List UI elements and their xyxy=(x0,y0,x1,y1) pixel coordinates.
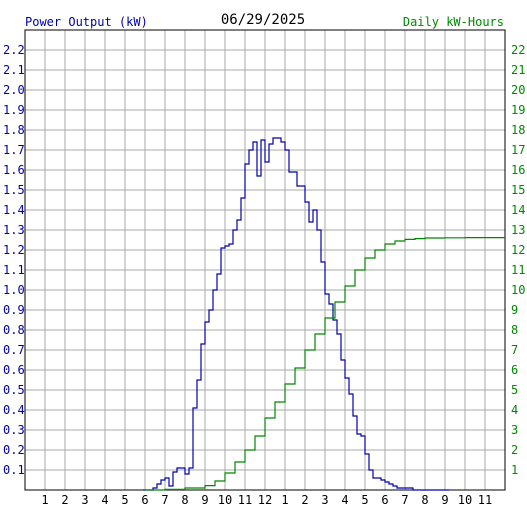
x-tick-label: 8 xyxy=(421,493,428,507)
x-tick-label: 7 xyxy=(161,493,168,507)
x-tick-label: 2 xyxy=(301,493,308,507)
left-tick-label: 0.3 xyxy=(3,423,25,437)
x-tick-label: 11 xyxy=(478,493,492,507)
daily-kwh-line xyxy=(145,237,505,491)
x-tick-label: 7 xyxy=(401,493,408,507)
x-tick-label: 3 xyxy=(81,493,88,507)
left-tick-label: 1.8 xyxy=(3,123,25,137)
right-tick-label: 13 xyxy=(511,223,525,237)
right-tick-label: 9 xyxy=(511,303,518,317)
right-tick-label: 4 xyxy=(511,403,518,417)
x-tick-label: 11 xyxy=(238,493,252,507)
left-tick-label: 0.4 xyxy=(3,403,25,417)
left-tick-label: 1.7 xyxy=(3,143,25,157)
left-tick-label: 1.2 xyxy=(3,243,25,257)
right-tick-label: 2 xyxy=(511,443,518,457)
x-tick-label: 6 xyxy=(381,493,388,507)
right-tick-label: 6 xyxy=(511,363,518,377)
x-tick-label: 9 xyxy=(201,493,208,507)
right-axis-label: Daily kW-Hours xyxy=(403,15,504,29)
right-tick-label: 11 xyxy=(511,263,525,277)
right-tick-label: 21 xyxy=(511,63,525,77)
left-tick-label: 1.5 xyxy=(3,183,25,197)
right-tick-label: 17 xyxy=(511,143,525,157)
left-tick-label: 0.5 xyxy=(3,383,25,397)
left-tick-label: 0.9 xyxy=(3,303,25,317)
right-tick-label: 20 xyxy=(511,83,525,97)
series-lines xyxy=(143,137,505,491)
x-tick-label: 9 xyxy=(441,493,448,507)
x-tick-label: 1 xyxy=(281,493,288,507)
right-tick-label: 1 xyxy=(511,463,518,477)
left-tick-label: 0.8 xyxy=(3,323,25,337)
left-tick-label: 0.7 xyxy=(3,343,25,357)
right-tick-label: 18 xyxy=(511,123,525,137)
x-tick-label: 3 xyxy=(321,493,328,507)
x-axis-ticks: 1 2 3 4 5 6 7 8 9 10 11 12 1 2 3 4 5 6 7 8 9 10 11 xyxy=(41,493,492,507)
left-tick-label: 1.6 xyxy=(3,163,25,177)
right-tick-label: 3 xyxy=(511,423,518,437)
left-axis-label: Power Output (kW) xyxy=(25,15,148,29)
left-tick-label: 0.2 xyxy=(3,443,25,457)
right-tick-label: 19 xyxy=(511,103,525,117)
left-tick-label: 0.6 xyxy=(3,363,25,377)
x-tick-label: 5 xyxy=(121,493,128,507)
left-tick-label: 1.1 xyxy=(3,263,25,277)
x-tick-label: 10 xyxy=(218,493,232,507)
left-tick-label: 1.9 xyxy=(3,103,25,117)
left-tick-label: 2.0 xyxy=(3,83,25,97)
right-tick-label: 10 xyxy=(511,283,525,297)
x-tick-label: 12 xyxy=(258,493,272,507)
left-tick-label: 1.3 xyxy=(3,223,25,237)
x-tick-label: 2 xyxy=(61,493,68,507)
left-axis-ticks: 0.1 0.2 0.3 0.4 0.5 0.6 0.7 0.8 0.9 1.0 1.1 1.2 1.3 1… xyxy=(3,43,25,477)
left-tick-label: 2.2 xyxy=(3,43,25,57)
right-tick-label: 14 xyxy=(511,203,525,217)
x-tick-label: 4 xyxy=(101,493,108,507)
x-tick-label: 5 xyxy=(361,493,368,507)
chart-date-title: 06/29/2025 xyxy=(221,12,305,28)
right-tick-label: 7 xyxy=(511,343,518,357)
x-tick-label: 1 xyxy=(41,493,48,507)
right-tick-label: 22 xyxy=(511,43,525,57)
left-tick-label: 2.1 xyxy=(3,63,25,77)
right-tick-label: 8 xyxy=(511,323,518,337)
right-tick-label: 5 xyxy=(511,383,518,397)
x-tick-label: 10 xyxy=(458,493,472,507)
grid xyxy=(25,30,505,490)
left-tick-label: 1.4 xyxy=(3,203,25,217)
x-tick-label: 4 xyxy=(341,493,348,507)
left-tick-label: 0.1 xyxy=(3,463,25,477)
right-tick-label: 12 xyxy=(511,243,525,257)
power-output-line xyxy=(143,137,449,491)
x-tick-label: 6 xyxy=(141,493,148,507)
plot-frame xyxy=(24,29,506,491)
right-tick-label: 15 xyxy=(511,183,525,197)
right-tick-label: 16 xyxy=(511,163,525,177)
left-tick-label: 1.0 xyxy=(3,283,25,297)
x-tick-label: 8 xyxy=(181,493,188,507)
